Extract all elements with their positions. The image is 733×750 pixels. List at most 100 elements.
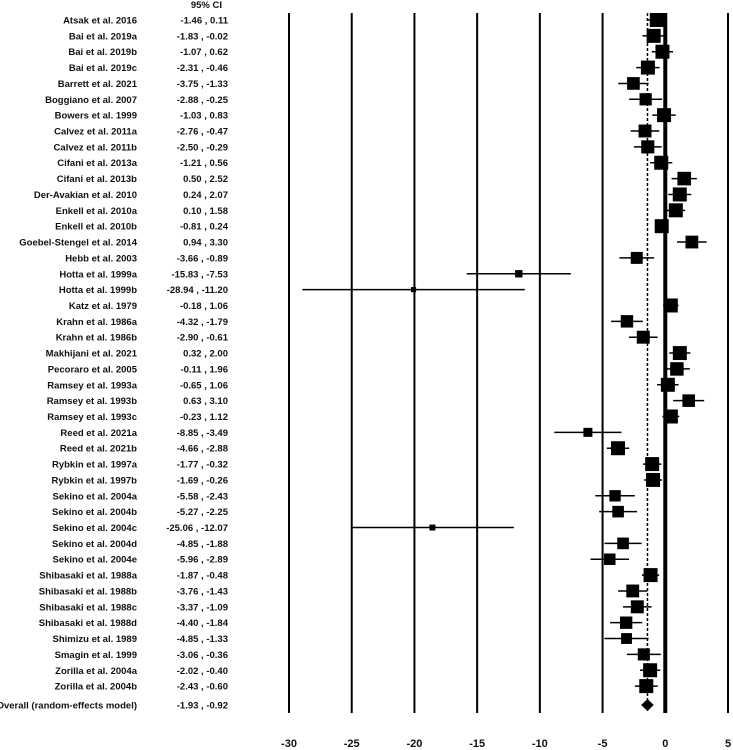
study-label: Ramsey et al. 1993a	[47, 380, 138, 391]
study-label: Cifani et al. 2013b	[57, 174, 137, 185]
study-ci: -1.07 , 0.62	[180, 47, 228, 58]
study-ci: -3.75 , -1.33	[177, 79, 228, 90]
study-ci: -15.83 , -7.53	[171, 269, 228, 280]
effect-square	[639, 679, 654, 694]
effect-square	[655, 44, 670, 59]
study-ci: -25.06 , -12.07	[166, 523, 228, 534]
effect-square	[645, 457, 660, 472]
study-label: Atsak et al. 2016	[63, 16, 137, 27]
x-tick-label: 5	[725, 738, 731, 750]
study-label: Calvez et al. 2011a	[54, 127, 138, 138]
effect-square	[410, 287, 417, 293]
effect-square	[643, 663, 658, 678]
effect-square	[670, 362, 684, 376]
effect-square	[612, 505, 624, 518]
effect-square	[660, 377, 675, 392]
effect-square	[610, 441, 625, 456]
effect-square	[657, 108, 672, 123]
study-label: Shibasaki et al. 1988d	[39, 618, 137, 629]
study-label: Zorilla et al. 2004a	[55, 666, 138, 677]
study-label: Boggiano et al. 2007	[45, 95, 137, 106]
study-ci: -2.31 , -0.46	[177, 63, 228, 74]
overall-label: Overall (random-effects model)	[0, 700, 137, 711]
study-label: Cifani et al. 2013a	[57, 158, 137, 169]
effect-square	[649, 13, 664, 27]
study-ci: -4.85 , -1.33	[177, 634, 228, 645]
study-ci: -3.37 , -1.09	[177, 602, 228, 613]
effect-square	[646, 28, 661, 43]
x-tick-label: -5	[598, 738, 608, 750]
study-ci: -0.11 , 1.96	[180, 364, 228, 375]
study-ci: -1.46 , 0.11	[180, 16, 228, 27]
study-ci: -4.85 , -1.88	[177, 539, 228, 550]
study-label: Zorilla et al. 2004b	[55, 682, 138, 693]
study-label: Pecoraro et al. 2005	[48, 364, 138, 375]
effect-square	[627, 77, 640, 90]
study-label: Reed et al. 2021b	[60, 444, 137, 455]
study-ci: 0.24 , 2.07	[183, 190, 228, 201]
study-label: Bai et al. 2019c	[69, 63, 137, 74]
study-label: Ramsey et al. 1993b	[47, 396, 138, 407]
effect-square	[643, 568, 658, 583]
effect-square	[654, 219, 669, 234]
study-ci: 0.10 , 1.58	[183, 206, 228, 217]
effect-square	[638, 124, 652, 138]
study-ci: -2.88 , -0.25	[177, 95, 229, 106]
study-ci: 0.32 , 2.00	[183, 349, 228, 360]
effect-square	[668, 203, 683, 218]
effect-square	[630, 251, 643, 264]
study-ci: -0.18 , 1.06	[180, 301, 228, 312]
effect-square	[636, 330, 650, 344]
study-label: Shibasaki et al. 1988c	[39, 602, 137, 613]
effect-square	[682, 394, 695, 407]
study-ci: 0.63 , 3.10	[183, 396, 228, 407]
study-label: Krahn et al. 1986a	[56, 317, 138, 328]
study-ci: -1.21 , 0.56	[180, 158, 228, 169]
effect-square	[515, 270, 523, 278]
effect-square	[677, 171, 692, 186]
study-label: Hotta et al. 1999b	[59, 285, 137, 296]
effect-square	[626, 584, 640, 598]
study-label: Rybkin et al. 1997b	[51, 475, 137, 486]
study-label: Sekino et al. 2004c	[53, 523, 138, 534]
study-label: Sekino et al. 2004b	[52, 507, 137, 518]
study-ci: -0.81 , 0.24	[180, 222, 229, 233]
effect-square	[617, 537, 629, 550]
study-ci: -5.27 , -2.25	[177, 507, 229, 518]
study-label: Hotta et al. 1999a	[59, 269, 137, 280]
study-ci: -4.66 , -2.88	[177, 444, 228, 455]
study-ci: -2.50 , -0.29	[177, 142, 228, 153]
effect-square	[583, 427, 593, 437]
effect-square	[609, 490, 621, 502]
study-label: Goebel-Stengel et al. 2014	[19, 238, 137, 249]
overall-ci: -1.93 , -0.92	[177, 700, 228, 711]
study-label: Barrett et al. 2021	[58, 79, 138, 90]
study-label: Calvez et al. 2011b	[54, 142, 138, 153]
effect-square	[630, 600, 644, 614]
effect-square	[604, 553, 616, 565]
study-ci: -3.06 , -0.36	[177, 650, 228, 661]
study-ci: -8.85 , -3.49	[177, 428, 228, 439]
study-label: Reed et al. 2021a	[60, 428, 137, 439]
study-label: Bai et al. 2019b	[68, 47, 137, 58]
study-ci: -3.66 , -0.89	[177, 253, 228, 264]
ci-header: 95% CI	[191, 0, 222, 11]
study-ci: 0.94 , 3.30	[183, 238, 228, 249]
effect-square	[620, 315, 634, 328]
study-ci: -1.83 , -0.02	[177, 31, 228, 42]
overall-diamond	[641, 698, 654, 711]
effect-square	[663, 409, 678, 424]
study-label: Krahn et al. 1986b	[56, 333, 138, 344]
effect-square	[640, 60, 655, 75]
x-tick-label: -20	[406, 738, 422, 750]
study-label: Shimizu et al. 1989	[53, 634, 137, 645]
study-ci: -1.77 , -0.32	[177, 460, 228, 471]
study-label: Bowers et al. 1999	[55, 111, 137, 122]
x-tick-label: -15	[469, 738, 485, 750]
effect-square	[429, 524, 436, 531]
x-tick-label: -30	[281, 738, 297, 750]
study-ci: -0.65 , 1.06	[180, 380, 228, 391]
study-ci: -1.87 , -0.48	[177, 571, 228, 582]
study-ci: -5.58 , -2.43	[177, 491, 228, 502]
study-label: Shibasaki et al. 1988b	[39, 586, 137, 597]
